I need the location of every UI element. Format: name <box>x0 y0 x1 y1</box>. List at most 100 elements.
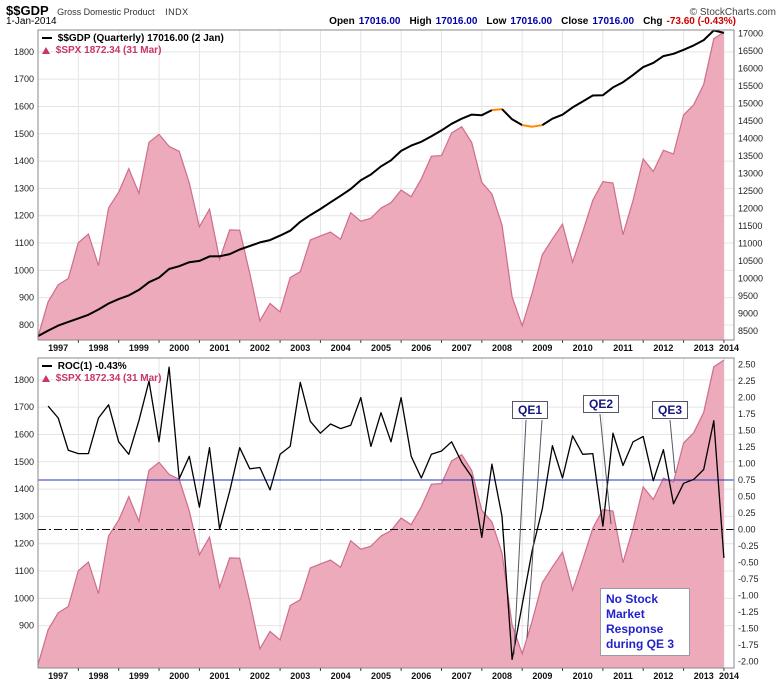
x-axis-year-label: 2009 <box>532 671 552 681</box>
right-axis-tick-label: 10500 <box>738 256 763 266</box>
annotation-leader-line <box>526 419 543 639</box>
qe2-annotation: QE2 <box>583 395 620 413</box>
x-axis-year-label: 2004 <box>331 343 351 353</box>
gdp-line <box>541 29 725 126</box>
left-axis-tick-label: 1800 <box>14 47 34 57</box>
right-axis-tick-label: 10000 <box>738 274 763 284</box>
x-axis-year-label: 2011 <box>613 671 633 681</box>
right-axis-tick-label: -0.75 <box>738 574 759 584</box>
no-response-note: No Stock Market Response during QE 3 <box>600 588 690 656</box>
left-axis-tick-label: 1200 <box>14 539 34 549</box>
spx-series-marker-icon <box>42 46 50 54</box>
x-axis-year-label: 2001 <box>210 671 230 681</box>
x-axis-year-label: 2014 <box>719 343 739 353</box>
header-row-1: $$GDP Gross Domestic Product INDX © Stoc… <box>6 2 776 18</box>
x-axis-year-label: 2002 <box>250 343 270 353</box>
x-axis-year-label: 2005 <box>371 343 391 353</box>
spx-legend-row-2: $SPX 1872.34 (31 Mar) <box>42 373 161 385</box>
x-axis-year-label: 2010 <box>573 343 593 353</box>
right-axis-tick-label: 17000 <box>738 29 763 39</box>
spx-series-marker-icon-2 <box>42 374 50 382</box>
low-label: Low <box>486 16 507 27</box>
right-axis-tick-label: 14000 <box>738 134 763 144</box>
gdp-line <box>501 108 523 126</box>
x-axis-year-label: 2007 <box>452 671 472 681</box>
right-axis-tick-label: 16500 <box>738 46 763 56</box>
x-axis-year-label: 2008 <box>492 343 512 353</box>
left-axis-tick-label: 1000 <box>14 265 34 275</box>
quote-row: Open 17016.00 High 17016.00 Low 17016.00… <box>324 16 736 27</box>
qe3-annotation: QE3 <box>652 401 689 419</box>
open-label: Open <box>329 16 355 27</box>
chart-header: $$GDP Gross Domestic Product INDX © Stoc… <box>0 0 780 30</box>
x-axis-year-label: 2013 <box>694 671 714 681</box>
right-axis-tick-label: 12500 <box>738 186 763 196</box>
right-axis-tick-label: -0.50 <box>738 557 759 567</box>
annotation-leader-line <box>669 419 676 474</box>
symbol: $$GDP <box>6 3 49 18</box>
spx-area <box>38 32 724 340</box>
right-axis-tick-label: 0.00 <box>738 524 756 534</box>
left-axis-tick-label: 1700 <box>14 402 34 412</box>
right-axis-tick-label: 2.50 <box>738 360 756 370</box>
high-value: 17016.00 <box>435 16 478 27</box>
chart-date: 1-Jan-2014 <box>6 16 57 27</box>
left-axis-tick-label: 1600 <box>14 101 34 111</box>
x-axis-year-label: 2011 <box>613 343 633 353</box>
left-axis-tick-label: 800 <box>19 320 34 330</box>
left-axis-tick-label: 1500 <box>14 457 34 467</box>
right-axis-tick-label: -0.25 <box>738 541 759 551</box>
right-axis-tick-label: 12000 <box>738 204 763 214</box>
left-axis-tick-label: 1100 <box>15 566 34 576</box>
right-axis-tick-label: -1.50 <box>738 623 759 633</box>
x-axis-year-label: 2006 <box>411 343 431 353</box>
x-axis-year-label: 1997 <box>48 343 68 353</box>
left-axis-tick-label: 1400 <box>14 156 34 166</box>
left-axis-tick-label: 1800 <box>14 375 34 385</box>
panel1-legend: $$GDP (Quarterly) 17016.00 (2 Jan) $SPX … <box>42 33 224 57</box>
x-axis-year-label: 1997 <box>48 671 68 681</box>
right-axis-tick-label: 0.75 <box>738 475 756 485</box>
right-axis-tick-label: 1.25 <box>738 442 756 452</box>
left-axis-tick-label: 1300 <box>14 183 34 193</box>
right-axis-tick-label: -1.25 <box>738 607 759 617</box>
open-value: 17016.00 <box>358 16 401 27</box>
x-axis-year-label: 2006 <box>411 671 431 681</box>
spx-legend-text: $SPX 1872.34 (31 Mar) <box>55 45 162 56</box>
close-value: 17016.00 <box>592 16 635 27</box>
right-axis-tick-label: 11000 <box>738 239 762 249</box>
right-axis-tick-label: 8500 <box>738 326 758 336</box>
x-axis-year-label: 2009 <box>532 343 552 353</box>
spx-legend-row: $SPX 1872.34 (31 Mar) <box>42 45 224 57</box>
right-axis-tick-label: -1.00 <box>738 590 759 600</box>
x-axis-year-label: 2004 <box>331 671 351 681</box>
right-axis-tick-label: 0.50 <box>738 492 756 502</box>
roc-line <box>47 366 725 661</box>
close-label: Close <box>561 16 589 27</box>
x-axis-year-label: 2000 <box>169 671 189 681</box>
gdp-line <box>522 124 543 128</box>
left-axis-tick-label: 1100 <box>15 238 34 248</box>
gdp-line <box>37 109 493 337</box>
left-axis-tick-label: 1000 <box>14 593 34 603</box>
right-axis-tick-label: 0.25 <box>738 508 756 518</box>
x-axis-year-label: 2013 <box>694 343 714 353</box>
right-axis-tick-label: 15000 <box>738 99 763 109</box>
x-axis-year-label: 2005 <box>371 671 391 681</box>
x-axis-year-label: 1998 <box>89 671 109 681</box>
right-axis-tick-label: 15500 <box>738 81 763 91</box>
left-axis-tick-label: 1400 <box>14 484 34 494</box>
annotation-leader-line <box>599 413 612 525</box>
x-axis-year-label: 2007 <box>452 343 472 353</box>
low-value: 17016.00 <box>510 16 553 27</box>
x-axis-year-label: 2014 <box>719 671 739 681</box>
right-axis-tick-label: 9500 <box>738 291 758 301</box>
left-axis-tick-label: 1300 <box>14 511 34 521</box>
right-axis-tick-label: 13000 <box>738 169 763 179</box>
title-group: $$GDP Gross Domestic Product INDX <box>6 2 189 20</box>
x-axis-year-label: 2008 <box>492 671 512 681</box>
roc-legend-row: ROC(1) -0.43% <box>42 361 161 373</box>
right-axis-tick-label: 1.75 <box>738 409 756 419</box>
